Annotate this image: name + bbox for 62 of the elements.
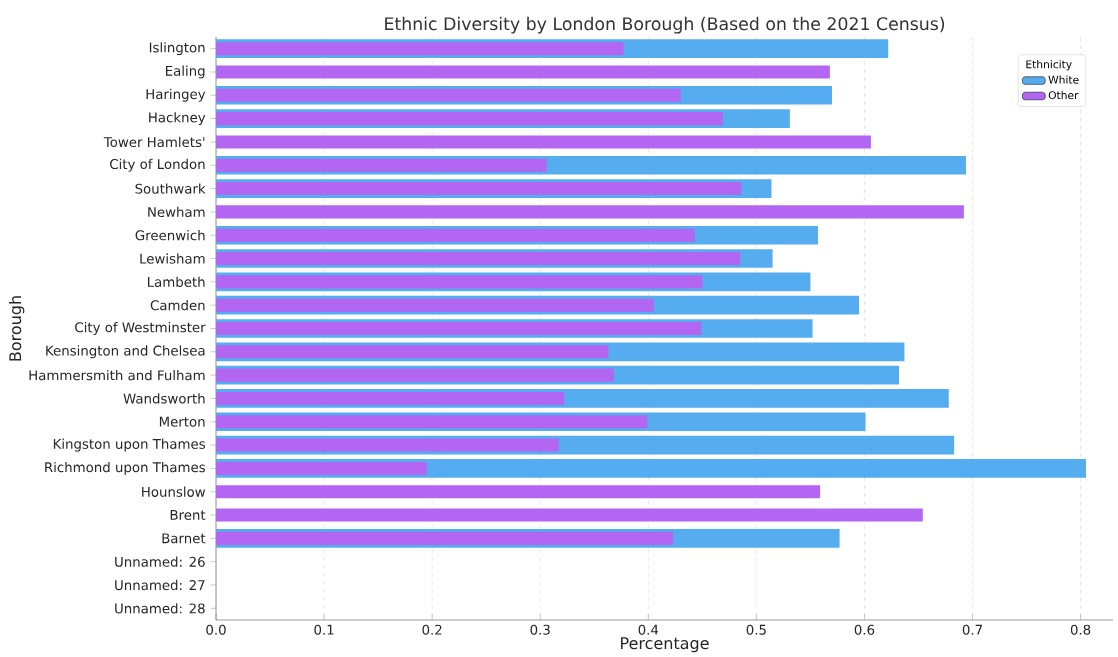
x-tick-label: 0.8 xyxy=(1070,624,1091,635)
y-tick-label: Unnamed: 27 xyxy=(115,579,205,591)
y-tick-label: Barnet xyxy=(162,533,206,544)
bar xyxy=(216,531,674,545)
x-tick-label: 0.2 xyxy=(422,624,442,635)
x-tick-label: 0.6 xyxy=(854,624,875,635)
x-tick-label: 0.5 xyxy=(746,624,766,635)
legend-label: Other xyxy=(1048,90,1079,100)
x-tick-label: 0.4 xyxy=(638,624,659,635)
y-tick-label: Kingston upon Thames xyxy=(53,438,205,452)
bar xyxy=(216,228,695,242)
x-tick-label: 0.3 xyxy=(530,624,550,635)
y-tick-label: City of Westminster xyxy=(75,322,206,335)
bar xyxy=(216,205,964,219)
bar xyxy=(216,508,923,522)
y-tick-label: Ealing xyxy=(166,65,205,79)
legend-title: Ethnicity xyxy=(1026,60,1072,71)
bar xyxy=(216,321,702,336)
y-axis-title: Borough xyxy=(8,296,25,361)
y-tick-label: Hammersmith and Fulham xyxy=(29,369,205,381)
bar xyxy=(216,438,559,452)
bar xyxy=(216,461,427,475)
y-tick-label: Camden xyxy=(150,300,205,311)
y-tick-label: Kensington and Chelsea xyxy=(46,345,205,359)
bar xyxy=(216,485,821,499)
y-tick-label: Southwark xyxy=(135,183,206,194)
x-tick-label: 0.0 xyxy=(206,624,226,635)
bar xyxy=(216,88,681,102)
y-tick-label: Lewisham xyxy=(140,253,205,264)
y-tick-label: City of London xyxy=(110,158,205,172)
y-tick-label: Greenwich xyxy=(135,230,205,241)
x-tick-label: 0.7 xyxy=(962,624,982,635)
bar xyxy=(216,182,742,196)
bar xyxy=(216,158,547,172)
bar xyxy=(216,65,830,79)
bar xyxy=(216,42,624,56)
y-tick-label: Newham xyxy=(148,206,205,218)
bar xyxy=(216,345,609,359)
y-tick-label: Haringey xyxy=(146,88,206,102)
y-tick-label: Tower Hamlets' xyxy=(103,136,205,148)
y-tick-label: Merton xyxy=(159,416,205,427)
x-tick-label: 0.1 xyxy=(314,624,334,635)
chart-title: Ethnic Diversity by London Borough (Based on the 2021 Census) xyxy=(385,16,945,34)
bar xyxy=(216,135,871,149)
bar xyxy=(216,112,723,126)
y-tick-label: Islington xyxy=(149,42,205,56)
y-tick-label: Unnamed: 28 xyxy=(115,603,205,614)
y-tick-label: Hounslow xyxy=(142,486,206,497)
legend-label: White xyxy=(1048,75,1079,84)
y-tick-label: Lambeth xyxy=(148,276,205,288)
bar xyxy=(216,391,564,405)
bar xyxy=(216,415,648,429)
bar xyxy=(216,368,614,382)
bar xyxy=(216,275,703,289)
y-tick-label: Wandsworth xyxy=(123,393,205,404)
x-axis-title: Percentage xyxy=(621,637,709,653)
y-tick-label: Richmond upon Thames xyxy=(45,461,205,475)
bar xyxy=(216,252,741,266)
y-tick-label: Unnamed: 26 xyxy=(115,556,205,567)
bar xyxy=(216,298,654,312)
y-tick-label: Hackney xyxy=(149,112,206,126)
y-tick-label: Brent xyxy=(170,510,206,520)
